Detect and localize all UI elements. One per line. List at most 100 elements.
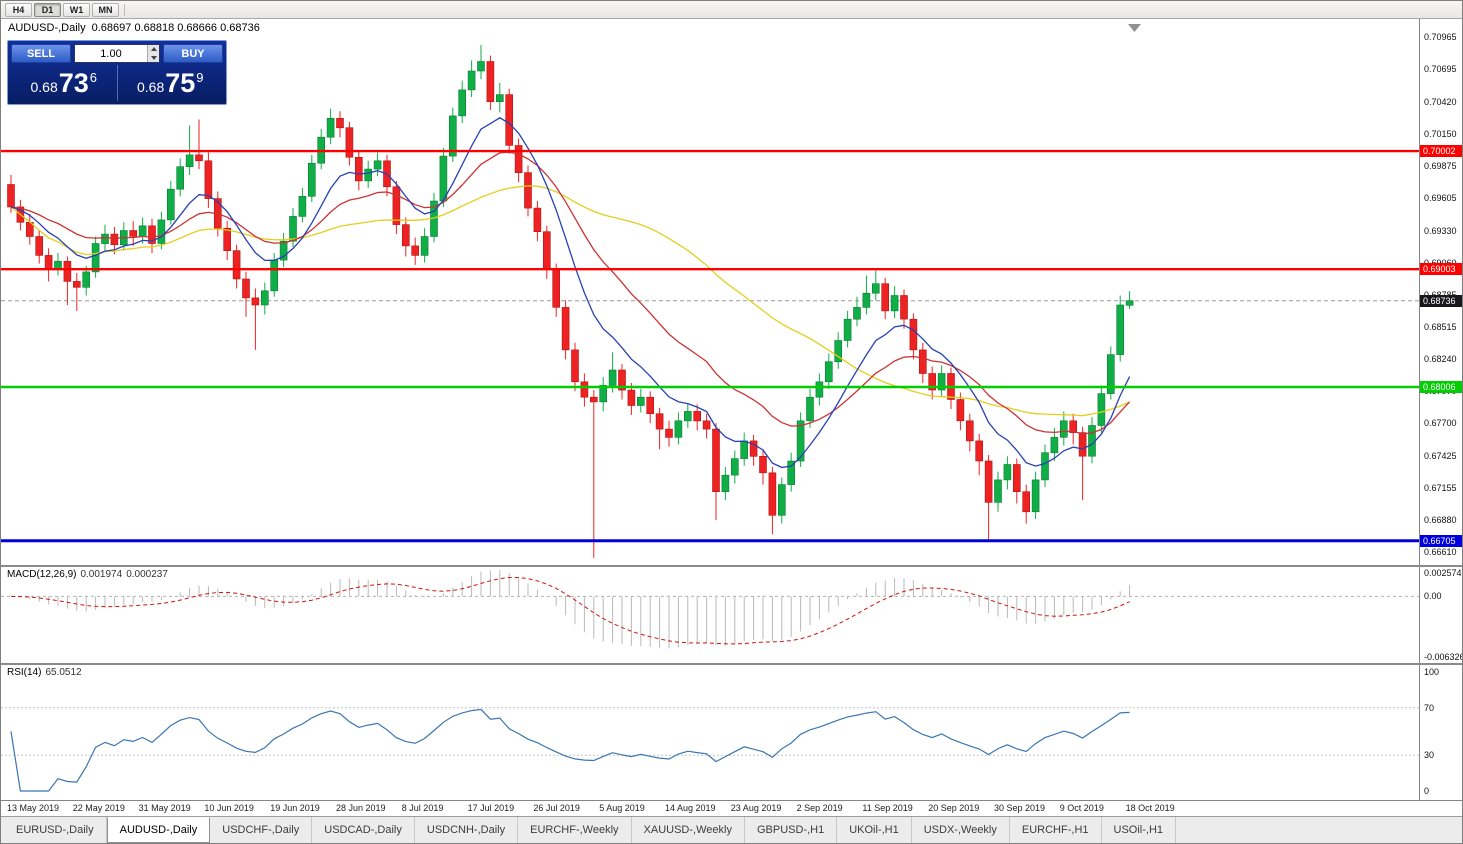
chart-tab-audusd-daily[interactable]: AUDUSD-,Daily: [106, 817, 211, 843]
sell-price[interactable]: 0.68 73 6: [11, 65, 118, 101]
volume-control: [74, 44, 160, 63]
chart-tab-ukoil-h1[interactable]: UKOil-,H1: [837, 817, 912, 843]
date-label: 26 Jul 2019: [533, 803, 580, 813]
chart-tab-bar: EURUSD-,Daily AUDUSD-,Daily USDCHF-,Daily U…: [1, 816, 1462, 843]
chart-tab-usoil-h1[interactable]: USOil-,H1: [1102, 817, 1177, 843]
main-plot[interactable]: AUDUSD-,Daily 0.68697 0.68818 0.68666 0.6…: [1, 19, 1419, 565]
timeframe-toolbar: H4 D1 W1 MN: [1, 1, 1462, 19]
timeframe-buttons: H4 D1 W1 MN: [5, 2, 119, 17]
buy-price-big: 75: [165, 68, 196, 98]
price-tick-label: 0.69875: [1424, 161, 1457, 172]
buy-price-pipette: 9: [196, 70, 204, 85]
sell-button[interactable]: SELL: [11, 44, 71, 63]
timeframe-button-d1[interactable]: D1: [34, 2, 61, 17]
level-price-badge: 0.68006: [1420, 381, 1462, 393]
macd-main-value: 0.001974: [80, 569, 123, 580]
price-tick-label: 0.67155: [1424, 482, 1457, 493]
panel-resize-handle[interactable]: [1, 565, 1462, 567]
macd-signal-value: 0.000237: [126, 569, 168, 580]
date-label: 9 Oct 2019: [1059, 803, 1104, 813]
macd-axis-label: 0.002574: [1424, 568, 1462, 578]
sell-price-pipette: 6: [89, 70, 98, 85]
chart-tab-usdcad-daily[interactable]: USDCAD-,Daily: [312, 817, 415, 843]
macd-panel: MACD(12,26,9) 0.001974 0.000237 0.002574 0.…: [1, 567, 1462, 663]
price-tick-label: 0.68515: [1424, 321, 1457, 332]
rsi-name: RSI(14): [7, 667, 42, 678]
rsi-label: RSI(14) 65.0512: [7, 667, 86, 678]
volume-increase-button[interactable]: [148, 45, 159, 54]
date-label: 5 Aug 2019: [599, 803, 645, 813]
buy-price[interactable]: 0.68 75 9: [118, 65, 224, 101]
price-tick-label: 0.70965: [1424, 32, 1457, 43]
rsi-price-axis[interactable]: 100 70 30 0: [1419, 665, 1462, 800]
rsi-axis-label: 100: [1424, 667, 1440, 677]
date-label: 2 Sep 2019: [796, 803, 843, 813]
main-chart-svg: [1, 24, 1419, 558]
trade-panel-controls: SELL BUY: [11, 44, 223, 63]
chart-tab-eurchf-weekly[interactable]: EURCHF-,Weekly: [518, 817, 632, 843]
chart-tab-eurusd-daily[interactable]: EURUSD-,Daily: [4, 817, 107, 843]
macd-axis-label: 0.00: [1424, 591, 1442, 602]
date-label: 20 Sep 2019: [928, 803, 980, 813]
rsi-value: 65.0512: [45, 667, 82, 678]
date-label: 8 Jul 2019: [401, 803, 444, 813]
chart-tab-usdchf-daily[interactable]: USDCHF-,Daily: [210, 817, 313, 843]
chart-title-symbol: AUDUSD-,Daily: [8, 22, 86, 34]
volume-spinner: [147, 45, 159, 62]
date-axis[interactable]: 13 May 2019 22 May 2019 31 May 2019 10 Jun …: [1, 800, 1462, 816]
macd-svg: [1, 569, 1419, 649]
date-label: 19 Jun 2019: [270, 803, 320, 813]
buy-button[interactable]: BUY: [163, 44, 223, 63]
level-price-badge: 0.69003: [1420, 263, 1462, 276]
rsi-plot[interactable]: RSI(14) 65.0512: [1, 665, 1419, 800]
chart-tab-usdcnh-daily[interactable]: USDCNH-,Daily: [415, 817, 519, 843]
current-price-badge: 0.68736: [1420, 294, 1462, 307]
macd-label: MACD(12,26,9) 0.001974 0.000237: [7, 569, 172, 580]
volume-input[interactable]: [75, 45, 147, 62]
rsi-axis-label: 0: [1424, 786, 1430, 796]
trade-panel-prices: 0.68 73 6 0.68 75 9: [11, 65, 223, 101]
level-price-badge: 0.66705: [1420, 534, 1462, 547]
chart-tab-gbpusd-h1[interactable]: GBPUSD-,H1: [745, 817, 838, 843]
sell-price-big: 73: [58, 68, 89, 98]
chart-title-ohlc: 0.68697 0.68818 0.68666 0.68736: [91, 22, 260, 34]
main-chart-panel: AUDUSD-,Daily 0.68697 0.68818 0.68666 0.6…: [1, 19, 1462, 565]
macd-price-axis[interactable]: 0.002574 0.00 -0.006326: [1419, 567, 1462, 663]
panel-resize-handle[interactable]: [1, 663, 1462, 665]
timeframe-button-w1[interactable]: W1: [63, 2, 90, 17]
date-label: 23 Aug 2019: [730, 803, 782, 813]
one-click-trade-panel: SELL BUY 0.68 73 6: [7, 40, 227, 105]
chart-tab-usdx-weekly[interactable]: USDX-,Weekly: [912, 817, 1010, 843]
macd-axis-label: -0.006326: [1424, 652, 1462, 662]
date-label: 14 Aug 2019: [665, 803, 716, 813]
macd-plot[interactable]: MACD(12,26,9) 0.001974 0.000237: [1, 567, 1419, 663]
rsi-svg: [1, 707, 1419, 792]
timeframe-button-h4[interactable]: H4: [5, 2, 32, 17]
date-label: 30 Sep 2019: [994, 803, 1046, 813]
price-tick-label: 0.69605: [1424, 193, 1457, 203]
price-tick-label: 0.66880: [1424, 515, 1457, 526]
date-label: 17 Jul 2019: [467, 803, 515, 813]
rsi-axis-label: 70: [1424, 702, 1435, 713]
chart-tab-eurchf-h1[interactable]: EURCHF-,H1: [1010, 817, 1102, 843]
rsi-panel: RSI(14) 65.0512 100 70 30 0: [1, 665, 1462, 800]
main-price-axis[interactable]: 0.70965 0.70695 0.70420 0.70150 0.69875 0.696…: [1419, 19, 1462, 565]
date-label: 28 Jun 2019: [336, 803, 386, 813]
price-tick-label: 0.66610: [1424, 547, 1457, 557]
price-tick-label: 0.69060: [1424, 258, 1457, 268]
price-tick-label: 0.70150: [1424, 128, 1457, 139]
date-label: 11 Sep 2019: [862, 803, 913, 813]
chart-title: AUDUSD-,Daily 0.68697 0.68818 0.68666 0.6…: [8, 22, 260, 34]
chart-tab-xauusd-weekly[interactable]: XAUUSD-,Weekly: [632, 817, 745, 843]
date-label: 22 May 2019: [72, 803, 125, 813]
price-tick-label: 0.67700: [1424, 418, 1457, 429]
timeframe-button-mn[interactable]: MN: [92, 2, 119, 17]
rsi-axis-label: 30: [1424, 750, 1435, 761]
date-label: 13 May 2019: [7, 803, 60, 813]
volume-decrease-button[interactable]: [148, 53, 159, 62]
price-tick-label: 0.69330: [1424, 225, 1457, 236]
sell-price-prefix: 0.68: [30, 79, 58, 95]
date-label: 10 Jun 2019: [204, 803, 254, 813]
price-tick-label: 0.67425: [1424, 450, 1457, 461]
buy-price-prefix: 0.68: [136, 79, 165, 95]
